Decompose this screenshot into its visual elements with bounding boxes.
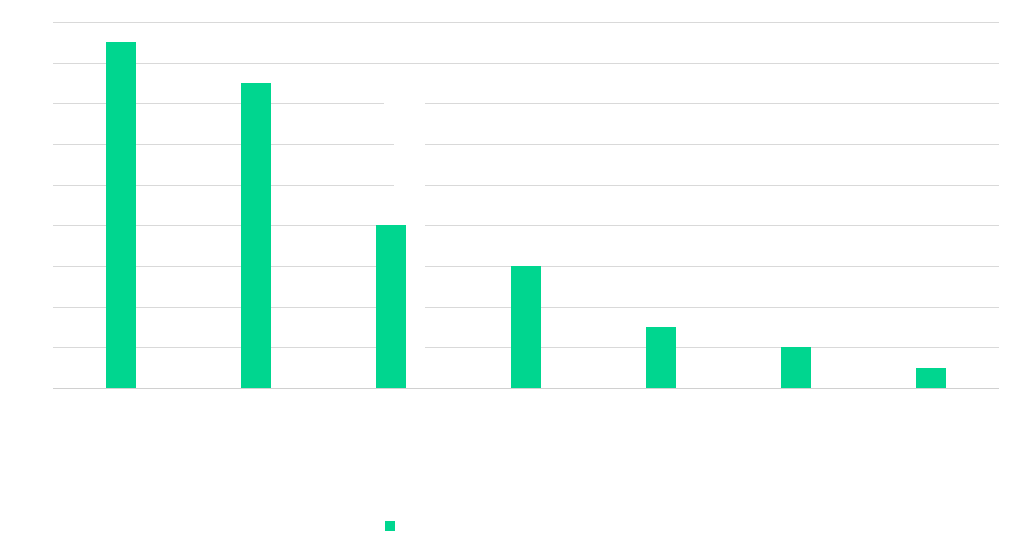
bar[interactable] [646, 327, 676, 388]
gridlines [53, 22, 999, 389]
bar[interactable] [916, 368, 946, 388]
bar[interactable] [376, 225, 406, 388]
bars [106, 42, 946, 388]
bar[interactable] [511, 266, 541, 388]
tooltip-occluder [384, 100, 425, 362]
bar[interactable] [106, 42, 136, 388]
bar[interactable] [241, 83, 271, 388]
legend [385, 521, 395, 531]
legend-swatch[interactable] [385, 521, 395, 531]
tooltip-occluder-rect [384, 100, 425, 140]
bar[interactable] [781, 347, 811, 388]
